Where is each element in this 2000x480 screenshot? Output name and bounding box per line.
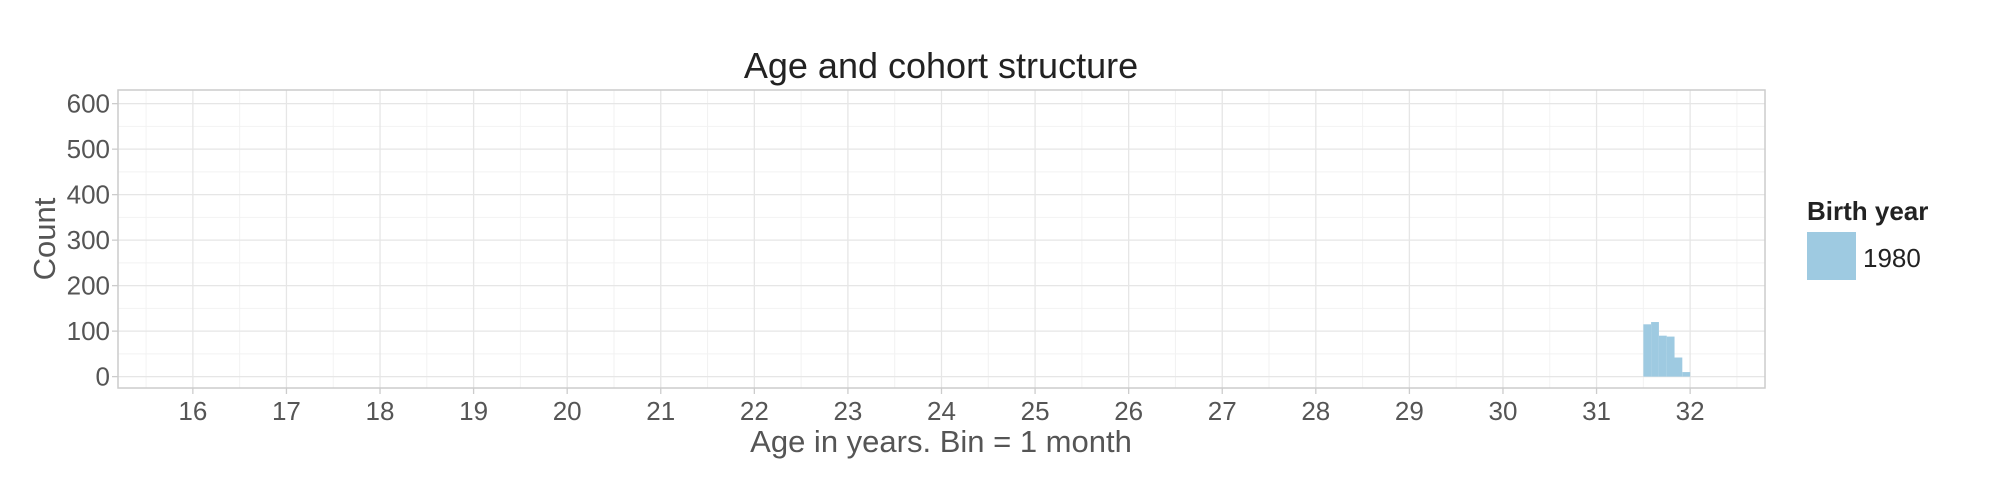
x-tick-label: 30 <box>1489 396 1518 426</box>
x-tick-label: 23 <box>833 396 862 426</box>
histogram-bar <box>1643 324 1652 377</box>
x-tick-label: 22 <box>740 396 769 426</box>
y-tick-label: 100 <box>67 316 110 346</box>
x-tick-label: 20 <box>553 396 582 426</box>
y-axis-title: Count <box>27 197 62 280</box>
y-tick-label: 200 <box>67 271 110 301</box>
y-tick-label: 400 <box>67 180 110 210</box>
y-tick-label: 0 <box>96 362 110 392</box>
y-tick-label: 500 <box>67 134 110 164</box>
x-tick-label: 26 <box>1114 396 1143 426</box>
histogram-bar <box>1682 372 1691 377</box>
histogram-bars <box>1643 322 1691 377</box>
x-axis-title: Age in years. Bin = 1 month <box>750 424 1132 459</box>
x-tick-label: 25 <box>1021 396 1050 426</box>
x-tick-label: 16 <box>178 396 207 426</box>
x-tick-label: 32 <box>1676 396 1705 426</box>
y-tick-label: 600 <box>67 89 110 119</box>
x-tick-label: 19 <box>459 396 488 426</box>
x-tick-label: 17 <box>272 396 301 426</box>
chart-title: Age and cohort structure <box>744 45 1138 86</box>
y-tick-label: 300 <box>67 225 110 255</box>
x-tick-label: 27 <box>1208 396 1237 426</box>
x-tick-label: 24 <box>927 396 956 426</box>
histogram-bar <box>1658 335 1667 377</box>
x-axis-ticks: 16 17 18 19 20 21 22 23 24 25 26 27 28 29 30 31 32 <box>178 388 1705 426</box>
legend: Birth year 1980 <box>1807 196 1928 280</box>
legend-title: Birth year <box>1807 196 1928 226</box>
histogram-bar <box>1674 357 1683 377</box>
legend-label-1980: 1980 <box>1863 243 1921 273</box>
x-tick-label: 21 <box>646 396 675 426</box>
legend-swatch-1980 <box>1807 232 1856 280</box>
x-tick-label: 28 <box>1301 396 1330 426</box>
y-axis-ticks: 0 100 200 300 400 500 600 <box>67 89 118 392</box>
major-gridlines <box>118 90 1765 388</box>
histogram-bar <box>1666 336 1675 377</box>
x-tick-label: 29 <box>1395 396 1424 426</box>
x-tick-label: 31 <box>1582 396 1611 426</box>
histogram-bar <box>1651 322 1659 377</box>
x-tick-label: 18 <box>366 396 395 426</box>
